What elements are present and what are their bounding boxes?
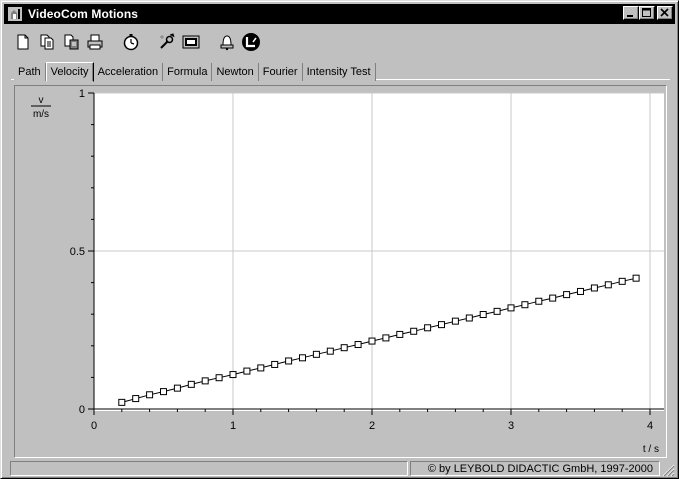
data-point bbox=[521, 301, 529, 309]
paste-icon bbox=[64, 34, 79, 50]
data-point bbox=[173, 384, 181, 392]
data-point bbox=[243, 367, 251, 375]
data-point bbox=[312, 350, 320, 358]
measure-icon bbox=[242, 33, 260, 51]
tab-intensity-test[interactable]: Intensity Test bbox=[302, 63, 376, 81]
data-point bbox=[451, 317, 459, 325]
y-tick-label: 0 bbox=[79, 404, 85, 416]
data-point bbox=[465, 314, 473, 322]
data-point bbox=[271, 360, 279, 368]
x-tick-label: 4 bbox=[647, 420, 653, 432]
tick-labels: 0 1 2 3 4 0 0.5 1 bbox=[70, 88, 653, 432]
data-point bbox=[187, 380, 195, 388]
x-tick-label: 2 bbox=[369, 420, 375, 432]
status-left-pane bbox=[10, 461, 408, 476]
settings-button[interactable] bbox=[156, 31, 178, 53]
x-tick-label: 1 bbox=[230, 420, 236, 432]
copy-icon bbox=[40, 34, 54, 50]
settings-icon bbox=[160, 33, 175, 49]
data-point bbox=[396, 330, 404, 338]
stopwatch-button[interactable] bbox=[120, 31, 142, 53]
minimize-button[interactable] bbox=[623, 6, 639, 20]
data-point bbox=[590, 284, 598, 292]
window-title: VideoCom Motions bbox=[28, 7, 139, 21]
bell-button[interactable] bbox=[216, 31, 238, 53]
data-point bbox=[146, 391, 154, 399]
y-tick-label: 0.5 bbox=[70, 246, 85, 258]
close-icon bbox=[660, 8, 669, 17]
x-tick-label: 3 bbox=[508, 420, 514, 432]
tab-acceleration[interactable]: Acceleration bbox=[93, 63, 164, 81]
data-point bbox=[632, 274, 640, 282]
paste-button[interactable] bbox=[60, 31, 82, 53]
data-point bbox=[354, 341, 362, 349]
data-point bbox=[549, 294, 557, 302]
x-tick-label: 0 bbox=[91, 420, 97, 432]
data-point bbox=[563, 291, 571, 299]
new-button[interactable] bbox=[12, 31, 34, 53]
data-point bbox=[424, 324, 432, 332]
data-point bbox=[160, 388, 167, 396]
maximize-icon bbox=[642, 8, 651, 17]
y-tick-label: 1 bbox=[79, 88, 85, 100]
data-point bbox=[604, 281, 612, 289]
copy-button[interactable] bbox=[36, 31, 58, 53]
copyright-text: © by LEYBOLD DIDACTIC GmbH, 1997-2000 bbox=[427, 462, 653, 475]
data-point bbox=[340, 344, 348, 352]
data-point bbox=[577, 287, 584, 295]
data-point bbox=[201, 377, 209, 385]
data-markers bbox=[118, 274, 640, 406]
grid-lines bbox=[94, 92, 664, 409]
resize-grip-icon[interactable] bbox=[661, 463, 675, 477]
print-icon bbox=[87, 34, 103, 50]
axes bbox=[88, 92, 664, 415]
data-point bbox=[285, 357, 293, 365]
velocity-chart-panel[interactable]: 0 1 2 3 4 0 0.5 1 v m/s t / s bbox=[14, 85, 667, 458]
velocity-chart[interactable]: 0 1 2 3 4 0 0.5 1 v m/s t / s bbox=[15, 86, 666, 457]
tab-strip: Path Velocity Acceleration Formula Newto… bbox=[14, 61, 376, 82]
tab-velocity[interactable]: Velocity bbox=[45, 62, 94, 82]
toolbar bbox=[4, 27, 675, 57]
data-point bbox=[118, 398, 126, 406]
data-point bbox=[535, 297, 543, 305]
data-point bbox=[215, 374, 223, 382]
data-point bbox=[132, 395, 140, 403]
copyright-pane: © by LEYBOLD DIDACTIC GmbH, 1997-2000 bbox=[410, 461, 660, 476]
bell-icon bbox=[220, 35, 234, 51]
minimize-icon bbox=[627, 15, 633, 17]
close-button[interactable] bbox=[657, 6, 673, 20]
print-button[interactable] bbox=[84, 31, 106, 53]
tab-path[interactable]: Path bbox=[14, 63, 46, 81]
data-point bbox=[410, 327, 418, 335]
tab-formula[interactable]: Formula bbox=[163, 63, 213, 81]
maximize-button[interactable] bbox=[639, 6, 655, 20]
data-point bbox=[493, 307, 501, 315]
stopwatch-icon bbox=[123, 34, 139, 51]
data-point bbox=[507, 304, 515, 312]
data-point bbox=[326, 347, 334, 355]
data-point bbox=[229, 371, 237, 379]
data-point bbox=[257, 364, 265, 372]
data-point bbox=[368, 337, 376, 345]
data-point bbox=[299, 354, 306, 362]
new-icon bbox=[17, 34, 29, 50]
tab-fourier[interactable]: Fourier bbox=[258, 63, 303, 81]
ylabel-bottom: m/s bbox=[33, 109, 49, 120]
data-point bbox=[479, 311, 487, 319]
data-point bbox=[618, 277, 626, 285]
display-icon bbox=[182, 35, 200, 49]
data-point bbox=[382, 334, 390, 342]
tab-newton[interactable]: Newton bbox=[212, 63, 259, 81]
app-icon[interactable] bbox=[7, 6, 23, 22]
status-bar: © by LEYBOLD DIDACTIC GmbH, 1997-2000 bbox=[4, 460, 675, 477]
title-bar[interactable]: VideoCom Motions bbox=[4, 4, 675, 24]
display-button[interactable] bbox=[180, 31, 202, 53]
data-point bbox=[438, 321, 445, 329]
ylabel-top: v bbox=[39, 95, 44, 106]
plot-area[interactable] bbox=[94, 93, 664, 411]
measure-button[interactable] bbox=[240, 31, 262, 53]
xlabel: t / s bbox=[643, 444, 659, 455]
